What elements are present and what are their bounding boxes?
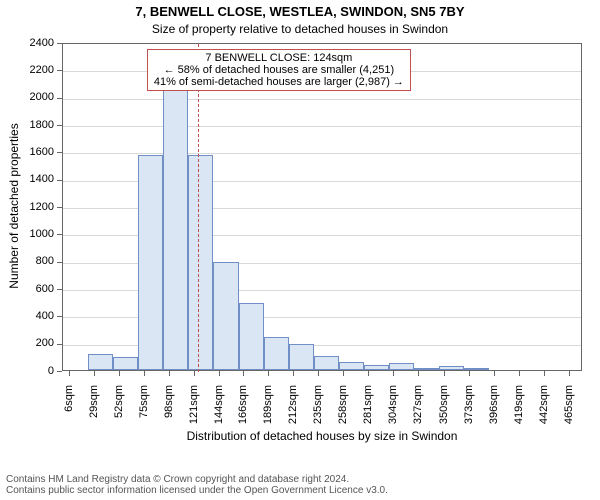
y-tick: [57, 316, 62, 317]
y-tick: [57, 207, 62, 208]
x-tick-label: 304sqm: [387, 385, 399, 435]
x-tick-label: 29sqm: [88, 385, 100, 435]
gridline: [63, 126, 581, 127]
x-tick: [494, 371, 495, 376]
y-tick-label: 2200: [0, 64, 54, 76]
histogram-bar: [163, 68, 188, 370]
y-tick-label: 1000: [0, 228, 54, 240]
y-tick: [57, 43, 62, 44]
x-tick: [444, 371, 445, 376]
y-tick: [57, 125, 62, 126]
callout-line-1: 7 BENWELL CLOSE: 124sqm: [154, 52, 404, 64]
x-tick-label: 419sqm: [513, 385, 525, 435]
y-tick: [57, 262, 62, 263]
x-tick: [393, 371, 394, 376]
y-tick-label: 400: [0, 310, 54, 322]
x-tick-label: 373sqm: [463, 385, 475, 435]
x-tick-label: 212sqm: [287, 385, 299, 435]
plot-area: 7 BENWELL CLOSE: 124sqm← 58% of detached…: [62, 43, 582, 371]
chart-title-line2: Size of property relative to detached ho…: [0, 22, 600, 36]
x-tick: [268, 371, 269, 376]
figure: 7, BENWELL CLOSE, WESTLEA, SWINDON, SN5 …: [0, 0, 600, 500]
histogram-bar: [464, 368, 489, 370]
footer-attribution: Contains HM Land Registry data © Crown c…: [6, 474, 594, 496]
y-tick-label: 1400: [0, 173, 54, 185]
y-tick: [57, 344, 62, 345]
gridline: [63, 99, 581, 100]
y-tick: [57, 289, 62, 290]
y-tick-label: 1200: [0, 201, 54, 213]
histogram-bar: [188, 155, 213, 370]
y-tick-label: 1800: [0, 119, 54, 131]
x-tick-label: 75sqm: [138, 385, 150, 435]
x-tick-label: 52sqm: [113, 385, 125, 435]
x-tick: [469, 371, 470, 376]
x-tick: [418, 371, 419, 376]
x-tick-label: 189sqm: [262, 385, 274, 435]
y-tick-label: 200: [0, 337, 54, 349]
x-tick: [293, 371, 294, 376]
y-tick: [57, 98, 62, 99]
gridline: [63, 153, 581, 154]
x-tick: [169, 371, 170, 376]
histogram-bar: [364, 365, 389, 370]
histogram-bar: [138, 155, 163, 370]
y-tick-label: 600: [0, 283, 54, 295]
x-tick-label: 281sqm: [362, 385, 374, 435]
x-tick-label: 396sqm: [488, 385, 500, 435]
y-tick-label: 1600: [0, 146, 54, 158]
x-tick: [519, 371, 520, 376]
y-tick-label: 800: [0, 255, 54, 267]
callout-box: 7 BENWELL CLOSE: 124sqm← 58% of detached…: [147, 49, 411, 91]
y-tick: [57, 70, 62, 71]
histogram-bar: [113, 357, 138, 370]
histogram-bar: [239, 303, 264, 370]
x-tick-label: 6sqm: [63, 385, 75, 435]
x-tick-label: 166sqm: [237, 385, 249, 435]
x-tick: [569, 371, 570, 376]
x-tick: [318, 371, 319, 376]
x-tick: [544, 371, 545, 376]
x-tick: [368, 371, 369, 376]
y-tick: [57, 152, 62, 153]
histogram-bar: [439, 366, 464, 370]
footer-line-1: Contains HM Land Registry data © Crown c…: [6, 474, 594, 485]
x-tick-label: 121sqm: [188, 385, 200, 435]
x-tick: [119, 371, 120, 376]
y-tick-label: 0: [0, 365, 54, 377]
property-marker-line: [198, 44, 199, 372]
histogram-bar: [414, 368, 439, 370]
y-tick-label: 2000: [0, 91, 54, 103]
histogram-bar: [339, 362, 364, 370]
histogram-bar: [88, 354, 113, 370]
x-tick-label: 465sqm: [563, 385, 575, 435]
chart-title-line1: 7, BENWELL CLOSE, WESTLEA, SWINDON, SN5 …: [0, 4, 600, 19]
x-tick-label: 98sqm: [163, 385, 175, 435]
x-tick: [144, 371, 145, 376]
callout-line-3: 41% of semi-detached houses are larger (…: [154, 76, 404, 88]
histogram-bar: [264, 337, 289, 370]
x-tick: [194, 371, 195, 376]
y-tick: [57, 234, 62, 235]
y-tick: [57, 180, 62, 181]
histogram-bar: [213, 262, 238, 370]
x-tick: [243, 371, 244, 376]
x-tick-label: 144sqm: [213, 385, 225, 435]
x-tick: [94, 371, 95, 376]
callout-line-2: ← 58% of detached houses are smaller (4,…: [154, 64, 404, 76]
footer-line-2: Contains public sector information licen…: [6, 485, 594, 496]
x-tick-label: 235sqm: [312, 385, 324, 435]
x-tick-label: 350sqm: [438, 385, 450, 435]
x-tick-label: 327sqm: [412, 385, 424, 435]
y-tick-label: 2400: [0, 37, 54, 49]
x-tick-label: 442sqm: [538, 385, 550, 435]
histogram-bar: [289, 344, 314, 370]
x-tick: [343, 371, 344, 376]
histogram-bar: [389, 363, 414, 370]
histogram-bar: [314, 356, 339, 370]
x-tick-label: 258sqm: [337, 385, 349, 435]
x-tick: [69, 371, 70, 376]
y-tick: [57, 371, 62, 372]
x-tick: [219, 371, 220, 376]
